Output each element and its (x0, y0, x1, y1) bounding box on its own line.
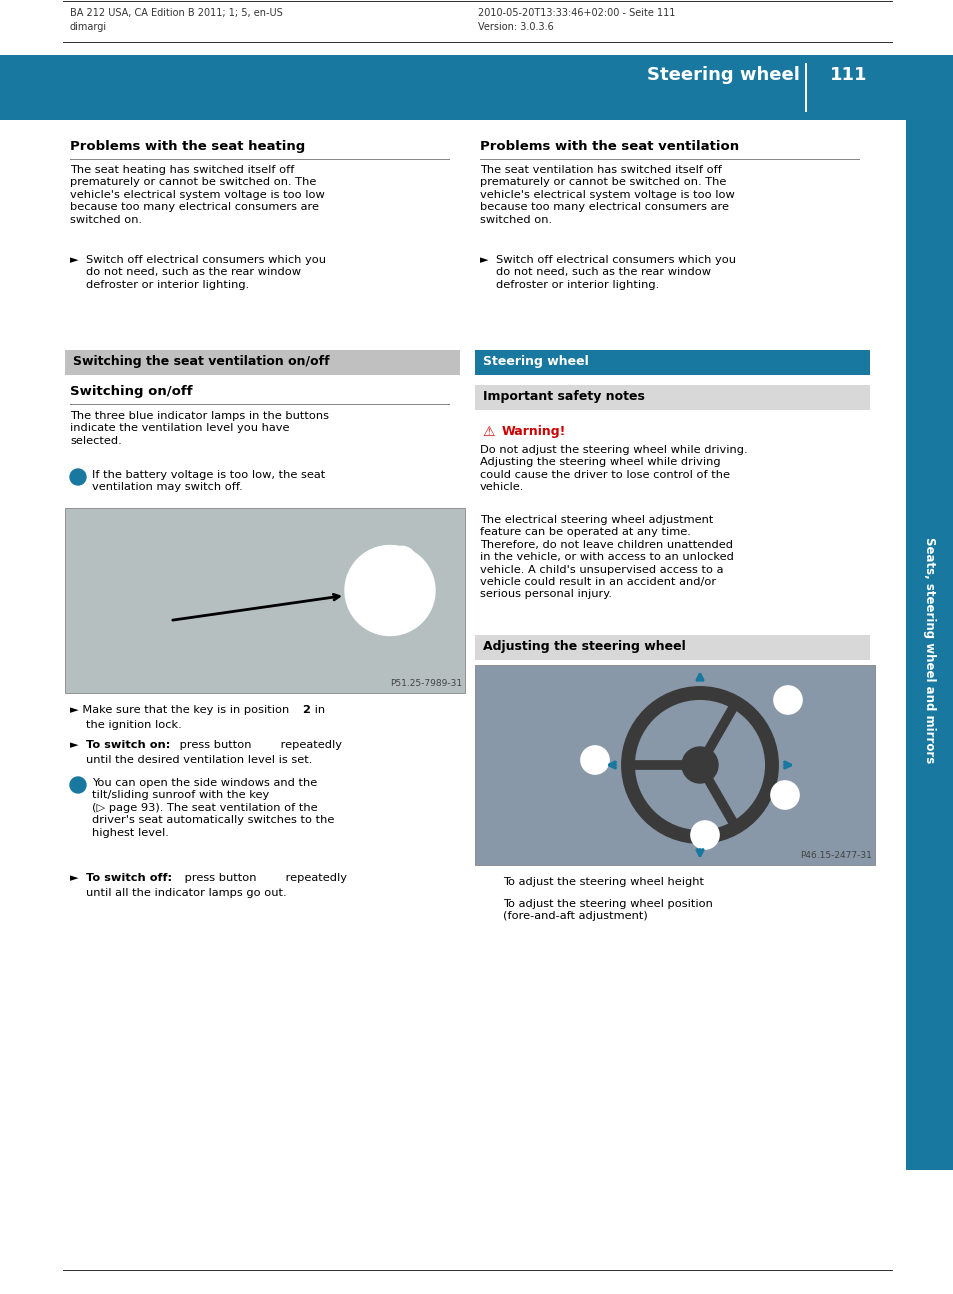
Text: 1: 1 (263, 741, 269, 751)
Text: Adjusting the steering wheel: Adjusting the steering wheel (482, 641, 685, 653)
Text: 2: 2 (590, 753, 598, 766)
Text: until all the indicator lamps go out.: until all the indicator lamps go out. (86, 888, 286, 898)
Text: ►: ► (479, 255, 488, 265)
Bar (0, 0, 953, 56)
Text: until the desired ventilation level is set.: until the desired ventilation level is s… (86, 754, 312, 765)
Text: Switching the seat ventilation on/off: Switching the seat ventilation on/off (73, 355, 330, 367)
Bar (475, 635, 869, 660)
Text: ►: ► (70, 740, 78, 751)
Text: press button: press button (175, 740, 254, 751)
Text: P46.15-2477-31: P46.15-2477-31 (800, 851, 871, 861)
Text: Steering wheel: Steering wheel (646, 66, 800, 84)
Text: Seats, steering wheel and mirrors: Seats, steering wheel and mirrors (923, 537, 936, 763)
Text: 1: 1 (397, 554, 406, 567)
Text: repeatedly: repeatedly (282, 873, 347, 883)
Text: The three blue indicator lamps in the buttons
indicate the ventilation level you: The three blue indicator lamps in the bu… (70, 411, 329, 446)
Text: Warning!: Warning! (501, 424, 566, 437)
Text: The electrical steering wheel adjustment
feature can be operated at any time.
Th: The electrical steering wheel adjustment… (479, 515, 733, 599)
Text: 1: 1 (783, 694, 791, 707)
Bar (475, 349, 869, 375)
Text: in: in (311, 705, 325, 716)
Text: The seat ventilation has switched itself off
prematurely or cannot be switched o: The seat ventilation has switched itself… (479, 166, 734, 225)
Text: 2: 2 (302, 705, 310, 716)
Text: i: i (76, 472, 80, 481)
Text: ⚠: ⚠ (481, 424, 494, 439)
Text: Switch off electrical consumers which you
do not need, such as the rear window
d: Switch off electrical consumers which yo… (86, 255, 326, 290)
Text: 1: 1 (486, 880, 492, 889)
Circle shape (264, 872, 277, 886)
Circle shape (773, 686, 801, 714)
Text: the ignition lock.: the ignition lock. (86, 719, 182, 730)
Text: To adjust the steering wheel height: To adjust the steering wheel height (502, 877, 703, 886)
Bar (804, 63, 806, 113)
Text: You can open the side windows and the
tilt/sliding sunroof with the key
(▷ page : You can open the side windows and the ti… (91, 778, 334, 837)
Circle shape (258, 739, 273, 753)
Bar (65, 349, 459, 375)
Circle shape (70, 468, 86, 485)
Text: Problems with the seat ventilation: Problems with the seat ventilation (479, 140, 739, 153)
Text: To switch on:: To switch on: (86, 740, 171, 751)
Text: Problems with the seat heating: Problems with the seat heating (70, 140, 305, 153)
Text: Steering wheel: Steering wheel (482, 355, 588, 367)
Text: BA 212 USA, CA Edition B 2011; 1; 5, en-US: BA 212 USA, CA Edition B 2011; 1; 5, en-… (70, 8, 282, 18)
Text: repeatedly: repeatedly (276, 740, 341, 751)
Circle shape (345, 546, 435, 635)
Bar (879, 56, 953, 120)
Circle shape (690, 820, 719, 849)
Circle shape (480, 898, 497, 914)
Text: i: i (76, 780, 80, 791)
Text: P51.25-7989-31: P51.25-7989-31 (390, 679, 461, 688)
Text: To switch off:: To switch off: (86, 873, 172, 883)
Circle shape (388, 546, 416, 575)
Text: The seat heating has switched itself off
prematurely or cannot be switched on. T: The seat heating has switched itself off… (70, 166, 324, 225)
Text: ►: ► (70, 873, 78, 883)
Text: Do not adjust the steering wheel while driving.
Adjusting the steering wheel whi: Do not adjust the steering wheel while d… (479, 445, 747, 492)
Circle shape (480, 876, 497, 892)
Text: 111: 111 (829, 66, 866, 84)
Bar (905, 120, 953, 1170)
Text: ► Make sure that the key is in position: ► Make sure that the key is in position (70, 705, 293, 716)
Text: 2: 2 (781, 788, 788, 801)
Circle shape (770, 782, 799, 809)
Text: Version: 3.0.3.6: Version: 3.0.3.6 (477, 22, 553, 32)
Text: ►: ► (70, 255, 78, 265)
Circle shape (681, 747, 718, 783)
Circle shape (70, 776, 86, 793)
Text: press button: press button (181, 873, 260, 883)
Text: 1: 1 (700, 828, 708, 841)
Text: To adjust the steering wheel position
(fore-and-aft adjustment): To adjust the steering wheel position (f… (502, 899, 712, 921)
Bar (475, 665, 874, 864)
Text: If the battery voltage is too low, the seat
ventilation may switch off.: If the battery voltage is too low, the s… (91, 470, 325, 493)
Bar (475, 386, 869, 410)
Bar (65, 509, 464, 694)
Circle shape (580, 747, 608, 774)
Text: dimargi: dimargi (70, 22, 107, 32)
Text: Switching on/off: Switching on/off (70, 386, 193, 399)
Text: 2: 2 (486, 902, 492, 911)
Bar (0, 56, 953, 120)
Text: Important safety notes: Important safety notes (482, 389, 644, 402)
Text: 1: 1 (268, 875, 274, 884)
Text: Switch off electrical consumers which you
do not need, such as the rear window
d: Switch off electrical consumers which yo… (496, 255, 735, 290)
Text: 2010-05-20T13:33:46+02:00 - Seite 111: 2010-05-20T13:33:46+02:00 - Seite 111 (477, 8, 675, 18)
